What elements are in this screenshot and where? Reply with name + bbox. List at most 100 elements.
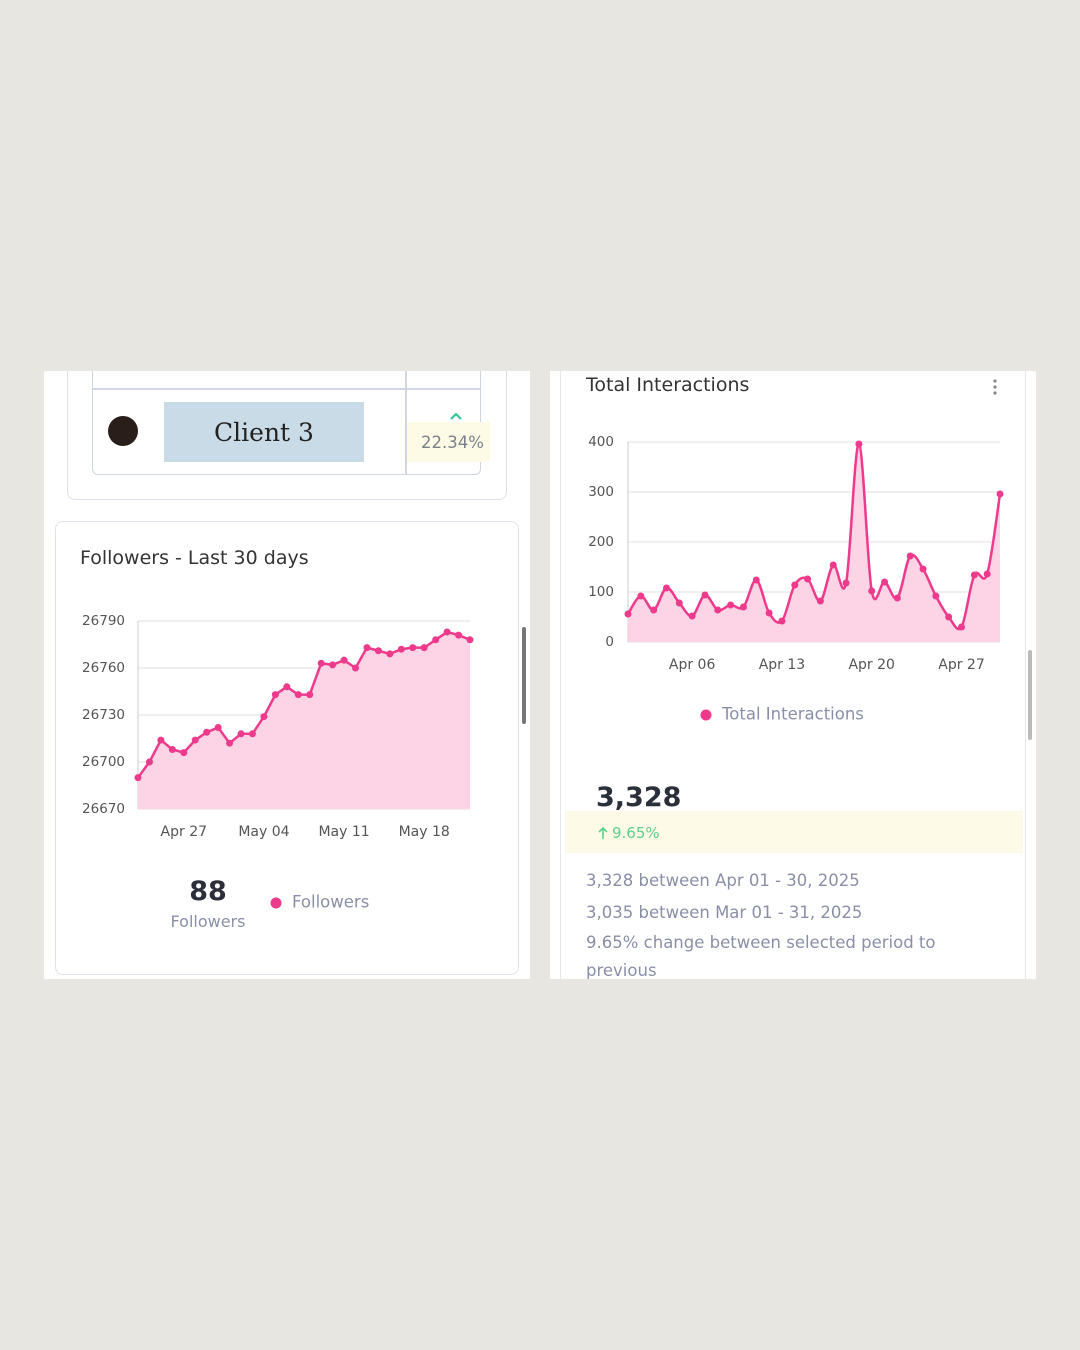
point bbox=[983, 570, 991, 578]
point bbox=[662, 584, 670, 592]
point bbox=[420, 644, 428, 652]
point bbox=[881, 578, 889, 586]
point bbox=[191, 736, 199, 744]
interactions-card bbox=[560, 371, 1026, 979]
y-tick-label: 200 bbox=[588, 534, 614, 550]
point bbox=[306, 691, 314, 699]
chart-title: Followers - Last 30 days bbox=[80, 547, 309, 569]
x-tick-label: Apr 20 bbox=[848, 657, 894, 673]
point bbox=[906, 552, 914, 560]
point bbox=[919, 565, 927, 573]
point bbox=[455, 631, 463, 639]
point bbox=[340, 656, 348, 664]
point bbox=[996, 490, 1004, 498]
x-tick-label: Apr 27 bbox=[161, 824, 207, 840]
point bbox=[970, 571, 978, 579]
legend-label: Followers bbox=[292, 893, 369, 912]
scrollbar bbox=[522, 627, 526, 724]
x-tick-label: Apr 13 bbox=[759, 657, 805, 673]
scrollbar bbox=[1028, 650, 1032, 740]
col-divider bbox=[405, 371, 407, 474]
chart-title: Total Interactions bbox=[586, 374, 750, 396]
point bbox=[271, 691, 279, 699]
point bbox=[248, 730, 256, 738]
point bbox=[317, 659, 325, 667]
y-tick-label: 100 bbox=[588, 584, 614, 600]
point bbox=[650, 606, 658, 614]
point bbox=[637, 592, 645, 600]
legend-marker bbox=[270, 897, 282, 909]
area bbox=[138, 631, 470, 809]
right-panel: Total Interactions 3,328 9.65% 3,328 bet… bbox=[550, 371, 1036, 979]
area bbox=[628, 443, 1000, 642]
point bbox=[363, 644, 371, 652]
change-value: 22.34% bbox=[421, 433, 484, 452]
point bbox=[842, 579, 850, 587]
point bbox=[855, 440, 863, 448]
up-arrow bbox=[598, 826, 608, 839]
point bbox=[260, 713, 268, 721]
point bbox=[727, 601, 735, 609]
x-tick-label: May 11 bbox=[318, 824, 369, 840]
client-name: Client 3 bbox=[164, 402, 364, 462]
y-tick-label: 26760 bbox=[82, 660, 125, 676]
x-tick-label: Apr 06 bbox=[669, 657, 716, 673]
x-tick-label: May 04 bbox=[238, 824, 289, 840]
point bbox=[816, 597, 824, 605]
point bbox=[352, 664, 360, 672]
y-tick-label: 26790 bbox=[82, 613, 125, 629]
point bbox=[868, 587, 876, 595]
x-tick-label: May 18 bbox=[399, 824, 450, 840]
y-tick-label: 26670 bbox=[82, 801, 125, 817]
point bbox=[237, 730, 245, 738]
avatar bbox=[108, 416, 138, 446]
point bbox=[432, 636, 440, 644]
legend-marker bbox=[700, 709, 712, 721]
point bbox=[945, 613, 953, 621]
y-tick-label: 26730 bbox=[82, 707, 125, 723]
point bbox=[226, 739, 234, 747]
point bbox=[893, 594, 901, 602]
y-tick-label: 400 bbox=[588, 434, 614, 450]
detail-line: 9.65% change between selected period to … bbox=[586, 933, 936, 979]
point bbox=[804, 575, 812, 583]
point bbox=[397, 645, 405, 653]
point bbox=[386, 650, 394, 658]
point bbox=[157, 736, 165, 744]
point bbox=[203, 728, 211, 736]
change-value: 9.65% bbox=[612, 824, 660, 842]
point bbox=[701, 591, 709, 599]
point bbox=[739, 603, 747, 611]
point bbox=[765, 609, 773, 617]
point bbox=[958, 623, 966, 631]
point bbox=[283, 683, 291, 691]
point bbox=[829, 561, 837, 569]
up-chevron bbox=[450, 412, 462, 420]
summary-label: Followers bbox=[170, 912, 246, 931]
point bbox=[443, 628, 451, 636]
point bbox=[932, 592, 940, 600]
point bbox=[714, 606, 722, 614]
point bbox=[624, 610, 632, 618]
point bbox=[791, 581, 799, 589]
point bbox=[675, 599, 683, 607]
point bbox=[778, 617, 786, 625]
point bbox=[134, 774, 142, 782]
point bbox=[214, 724, 222, 732]
point bbox=[329, 661, 337, 669]
highlight bbox=[565, 811, 1023, 853]
point bbox=[168, 745, 176, 753]
table-card bbox=[67, 371, 507, 500]
x-tick-label: Apr 27 bbox=[938, 657, 984, 673]
detail-line: 3,035 between Mar 01 - 31, 2025 bbox=[586, 903, 863, 922]
point bbox=[145, 758, 153, 766]
point bbox=[374, 647, 382, 655]
detail-line: 3,328 between Apr 01 - 30, 2025 bbox=[586, 871, 860, 890]
point bbox=[752, 576, 760, 584]
point bbox=[466, 636, 474, 644]
summary-value: 88 bbox=[189, 876, 227, 907]
menu-icon[interactable] bbox=[991, 378, 999, 396]
y-tick-label: 0 bbox=[605, 634, 614, 650]
